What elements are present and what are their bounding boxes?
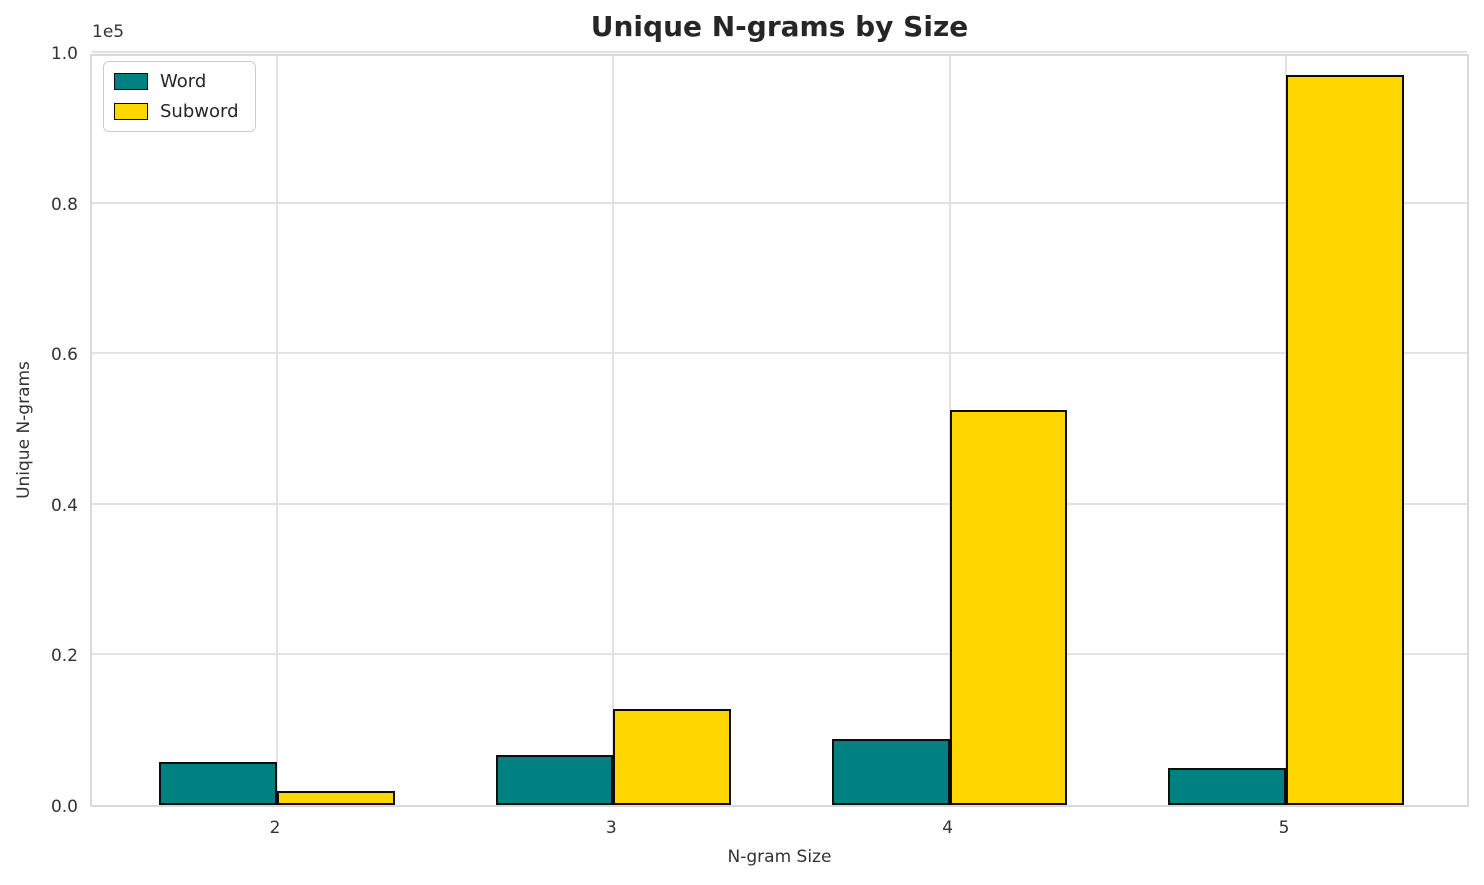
legend-label-subword: Subword	[160, 101, 239, 122]
y-tick-label: 0.0	[50, 797, 78, 817]
subword-bar-n3	[613, 709, 732, 805]
h-gridline	[92, 201, 1467, 204]
y-tick-label: 1.0	[50, 44, 78, 64]
word-bar-n4	[831, 739, 950, 805]
legend-label-word: Word	[160, 71, 207, 92]
x-tick-label: 3	[605, 818, 617, 838]
subword-bar-n5	[1286, 75, 1404, 805]
subword-bar-n2	[276, 791, 395, 805]
legend-item-word: Word	[114, 71, 239, 92]
legend-item-subword: Subword	[114, 101, 239, 122]
x-tick-label: 2	[269, 818, 281, 838]
legend: Word Subword	[103, 61, 256, 132]
y-tick-label: 0.8	[50, 194, 78, 215]
chart-title: Unique N-grams by Size	[590, 10, 969, 43]
word-bar-n3	[495, 755, 614, 805]
y-tick-label: 0.2	[50, 646, 78, 667]
y-tick-label: 0.6	[50, 345, 78, 366]
x-tick-label: 5	[1278, 818, 1290, 838]
h-gridline	[92, 51, 1467, 53]
y-axis-label: Unique N-grams	[14, 361, 34, 499]
v-gridline	[612, 56, 615, 805]
h-gridline	[92, 653, 1467, 656]
v-gridline	[275, 56, 278, 805]
y-tick-label: 0.4	[50, 495, 78, 516]
y-axis-offset-label: 1e5	[92, 22, 125, 42]
word-bar-n5	[1168, 768, 1286, 805]
h-gridline	[92, 502, 1467, 505]
subword-bar-n4	[949, 410, 1068, 805]
x-axis-label: N-gram Size	[727, 847, 832, 867]
word-series-swatch	[114, 73, 148, 90]
h-gridline	[92, 352, 1467, 355]
x-tick-label: 4	[942, 818, 954, 838]
subword-series-swatch	[114, 103, 148, 120]
plot-area: Word Subword	[90, 51, 1469, 807]
word-bar-n2	[159, 762, 277, 805]
